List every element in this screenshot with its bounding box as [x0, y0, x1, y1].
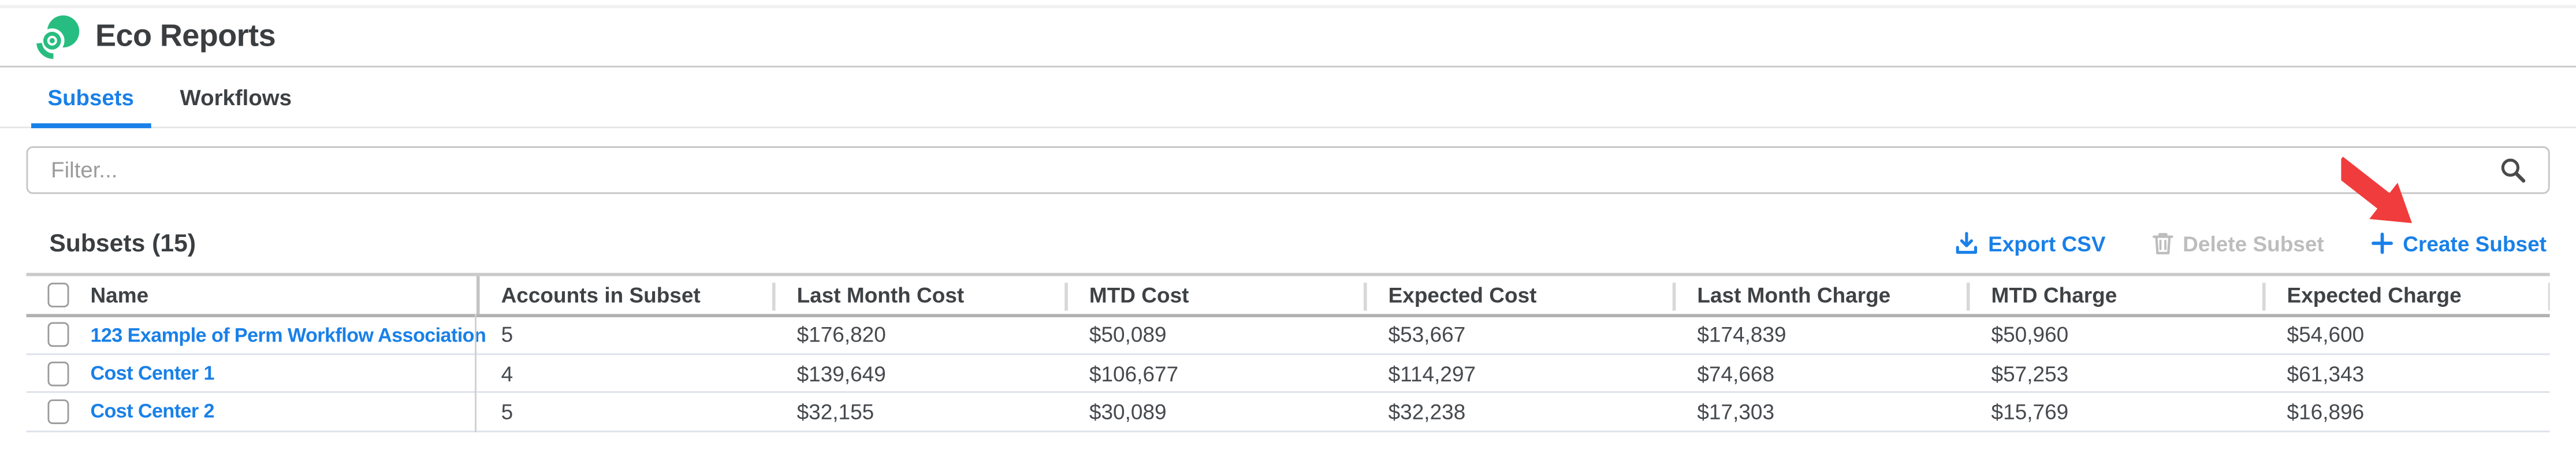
accounts-cell: 5	[501, 322, 513, 347]
mtd-cost-cell: $50,089	[1089, 322, 1167, 347]
tab-subsets[interactable]: Subsets	[31, 70, 150, 128]
expected-cost-cell: $32,238	[1388, 399, 1466, 424]
row-checkbox[interactable]	[47, 361, 69, 386]
column-header-accounts: Accounts in Subset	[476, 275, 772, 313]
column-header-last-month-charge: Last Month Charge	[1672, 275, 1967, 313]
column-header-name: Name	[27, 275, 477, 313]
mtd-charge-cell: $50,960	[1991, 322, 2069, 347]
tab-bar: Subsets Workflows	[0, 70, 2576, 128]
eco-logo-icon	[36, 15, 80, 59]
app-header: Eco Reports	[0, 8, 2576, 68]
expected-cost-cell: $114,297	[1388, 361, 1476, 386]
table-row: Cost Center 2 5 $32,155 $30,089 $32,238 …	[26, 391, 2550, 433]
search-icon[interactable]	[2499, 156, 2526, 184]
subset-name-link[interactable]: Cost Center 2	[90, 400, 214, 424]
column-header-mtd-cost: MTD Cost	[1064, 275, 1364, 313]
name-cell: Cost Center 1	[27, 352, 477, 395]
name-cell: 123 Example of Perm Workflow Association	[27, 314, 486, 357]
download-icon	[1955, 232, 1978, 255]
filter-input[interactable]	[28, 148, 2499, 192]
select-all-checkbox[interactable]	[47, 281, 69, 307]
section-header: Subsets (15) Export CSV De	[49, 224, 2547, 263]
column-header-expected-charge: Expected Charge	[2262, 275, 2550, 313]
mtd-charge-cell: $15,769	[1991, 399, 2069, 424]
tab-workflows[interactable]: Workflows	[180, 85, 292, 110]
last-month-charge-cell: $17,303	[1697, 399, 1775, 424]
expected-charge-cell: $54,600	[2287, 322, 2365, 347]
accounts-cell: 4	[501, 361, 513, 386]
subset-name-link[interactable]: Cost Center 1	[90, 362, 214, 385]
expected-charge-cell: $61,343	[2287, 361, 2365, 386]
table-row: 123 Example of Perm Workflow Association…	[26, 314, 2550, 357]
last-month-charge-cell: $174,839	[1697, 322, 1786, 347]
mtd-cost-cell: $30,089	[1089, 399, 1167, 424]
section-title: Subsets (15)	[49, 229, 196, 258]
last-month-charge-cell: $74,668	[1697, 361, 1775, 386]
trash-icon	[2151, 232, 2173, 255]
last-month-cost-cell: $176,820	[796, 322, 886, 347]
accounts-cell: 5	[501, 399, 513, 424]
table-header-row: Name Accounts in Subset Last Month Cost …	[26, 272, 2550, 317]
table-row: Cost Center 1 4 $139,649 $106,677 $114,2…	[26, 352, 2550, 395]
row-checkbox[interactable]	[47, 399, 69, 424]
column-header-last-month-cost: Last Month Cost	[772, 275, 1064, 313]
last-month-cost-cell: $139,649	[796, 361, 886, 386]
filter-bar	[26, 146, 2550, 194]
page-title: Eco Reports	[95, 18, 276, 54]
column-header-expected-cost: Expected Cost	[1363, 275, 1673, 313]
name-cell: Cost Center 2	[27, 391, 477, 433]
create-subset-button[interactable]: Create Subset	[2370, 231, 2547, 255]
export-csv-button[interactable]: Export CSV	[1955, 231, 2105, 255]
expected-charge-cell: $16,896	[2287, 399, 2365, 424]
mtd-cost-cell: $106,677	[1089, 361, 1179, 386]
plus-icon	[2370, 232, 2393, 255]
toolbar: Export CSV Delete Subset Create Subse	[1955, 231, 2547, 255]
subsets-table: Name Accounts in Subset Last Month Cost …	[26, 272, 2550, 433]
last-month-cost-cell: $32,155	[796, 399, 874, 424]
subset-name-link[interactable]: 123 Example of Perm Workflow Association	[90, 323, 486, 347]
row-checkbox[interactable]	[47, 322, 69, 347]
delete-subset-button[interactable]: Delete Subset	[2151, 231, 2324, 255]
column-header-mtd-charge: MTD Charge	[1966, 275, 2262, 313]
expected-cost-cell: $53,667	[1388, 322, 1466, 347]
mtd-charge-cell: $57,253	[1991, 361, 2069, 386]
top-divider	[0, 5, 2576, 9]
